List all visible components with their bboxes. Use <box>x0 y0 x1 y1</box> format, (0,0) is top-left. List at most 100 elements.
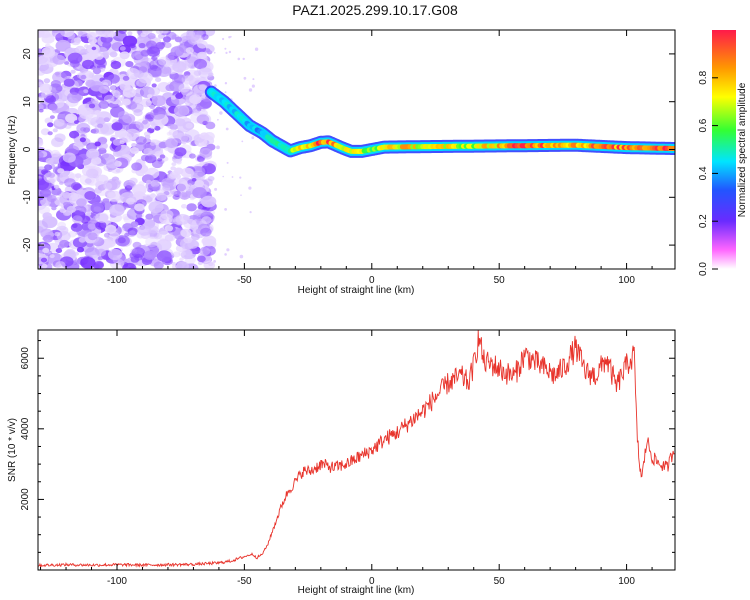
noise-blob <box>148 86 160 96</box>
noise-blob <box>103 232 111 238</box>
snr-y-axis: 2000 4000 6000 <box>20 340 675 553</box>
noise-blob <box>197 171 205 177</box>
noise-blob <box>186 203 197 212</box>
noise-blob <box>38 195 44 201</box>
noise-blob <box>59 239 70 248</box>
noise-blob <box>148 225 159 234</box>
colorbar-tick-label: 0.2 <box>698 214 709 228</box>
noise-blob <box>219 111 223 115</box>
noise-blob <box>195 105 202 110</box>
noise-blob <box>165 84 175 92</box>
noise-blob <box>165 138 178 149</box>
noise-blob <box>119 51 130 60</box>
noise-blob <box>76 247 85 253</box>
noise-blob <box>57 221 66 229</box>
noise-blob <box>145 40 157 49</box>
noise-blob <box>122 75 130 81</box>
noise-blob <box>140 32 147 38</box>
noise-blob <box>78 237 86 243</box>
noise-blob <box>129 177 138 185</box>
noise-blob <box>121 98 131 106</box>
x-tick-label: -100 <box>107 576 127 587</box>
noise-blob <box>132 184 147 196</box>
noise-blob <box>159 154 166 159</box>
noise-blob <box>161 177 175 188</box>
noise-blob <box>92 67 102 75</box>
noise-blob <box>94 52 104 60</box>
noise-blob <box>93 264 100 269</box>
noise-blob <box>189 196 195 201</box>
noise-blob <box>86 148 100 159</box>
noise-blob <box>150 241 158 248</box>
noise-blob <box>75 173 82 179</box>
noise-blob <box>225 127 229 131</box>
noise-blob <box>254 47 259 51</box>
noise-blob <box>249 211 252 214</box>
noise-blob <box>84 191 96 200</box>
noise-blob <box>98 100 110 110</box>
noise-blob <box>49 83 63 94</box>
noise-blob <box>117 237 126 244</box>
noise-blob <box>216 145 220 150</box>
noise-blob <box>97 256 103 261</box>
noise-blob <box>118 30 127 34</box>
noise-blob <box>77 31 84 36</box>
noise-blob <box>123 215 135 224</box>
x-tick-label: -50 <box>237 275 252 286</box>
noise-blob <box>251 136 255 140</box>
noise-blob <box>199 147 213 158</box>
y-tick-label: -10 <box>22 190 33 205</box>
noise-blob <box>47 131 53 136</box>
noise-blob <box>151 95 166 107</box>
noise-blob <box>84 178 92 184</box>
noise-blob <box>185 122 193 129</box>
noise-blob <box>140 49 150 57</box>
noise-blob <box>126 197 135 205</box>
noise-blob <box>103 94 115 103</box>
noise-blob <box>224 208 228 211</box>
noise-blob <box>222 37 225 41</box>
noise-blob <box>119 46 126 51</box>
noise-blob <box>80 74 87 80</box>
noise-blob <box>137 225 152 236</box>
noise-blob <box>156 250 172 262</box>
noise-blob <box>193 58 207 70</box>
noise-blob <box>51 137 63 146</box>
x-tick-label: 100 <box>618 275 635 286</box>
noise-blob <box>214 187 218 191</box>
noise-blob <box>87 37 98 45</box>
noise-blob <box>194 180 205 188</box>
noise-blob <box>179 191 190 200</box>
noise-blob <box>135 136 147 145</box>
noise-blob <box>44 117 53 124</box>
noise-blob <box>202 235 217 247</box>
noise-blob <box>192 187 207 199</box>
noise-blob <box>44 164 53 171</box>
noise-blob <box>38 30 45 38</box>
noise-blob <box>101 30 112 35</box>
noise-blob <box>43 172 58 183</box>
noise-blob <box>152 185 161 192</box>
y-tick-label: 6000 <box>20 347 31 370</box>
noise-blob <box>131 143 137 147</box>
noise-blob <box>55 261 66 269</box>
noise-blob <box>109 204 125 217</box>
noise-blob <box>224 253 227 256</box>
noise-blob <box>143 250 156 260</box>
noise-blob <box>184 39 198 50</box>
noise-blob <box>199 158 205 163</box>
noise-blob <box>184 74 194 82</box>
noise-blob <box>178 250 186 257</box>
noise-blob <box>91 46 97 51</box>
noise-blob <box>46 194 57 203</box>
noise-blob <box>239 176 242 179</box>
noise-blob <box>171 261 177 266</box>
noise-blob <box>117 111 130 120</box>
noise-blob <box>84 109 100 122</box>
noise-blob <box>242 57 245 61</box>
noise-blob <box>70 37 81 46</box>
noise-blob <box>129 266 136 269</box>
snr-x-label: Height of straight line (km) <box>298 585 415 596</box>
noise-blob <box>147 33 156 40</box>
